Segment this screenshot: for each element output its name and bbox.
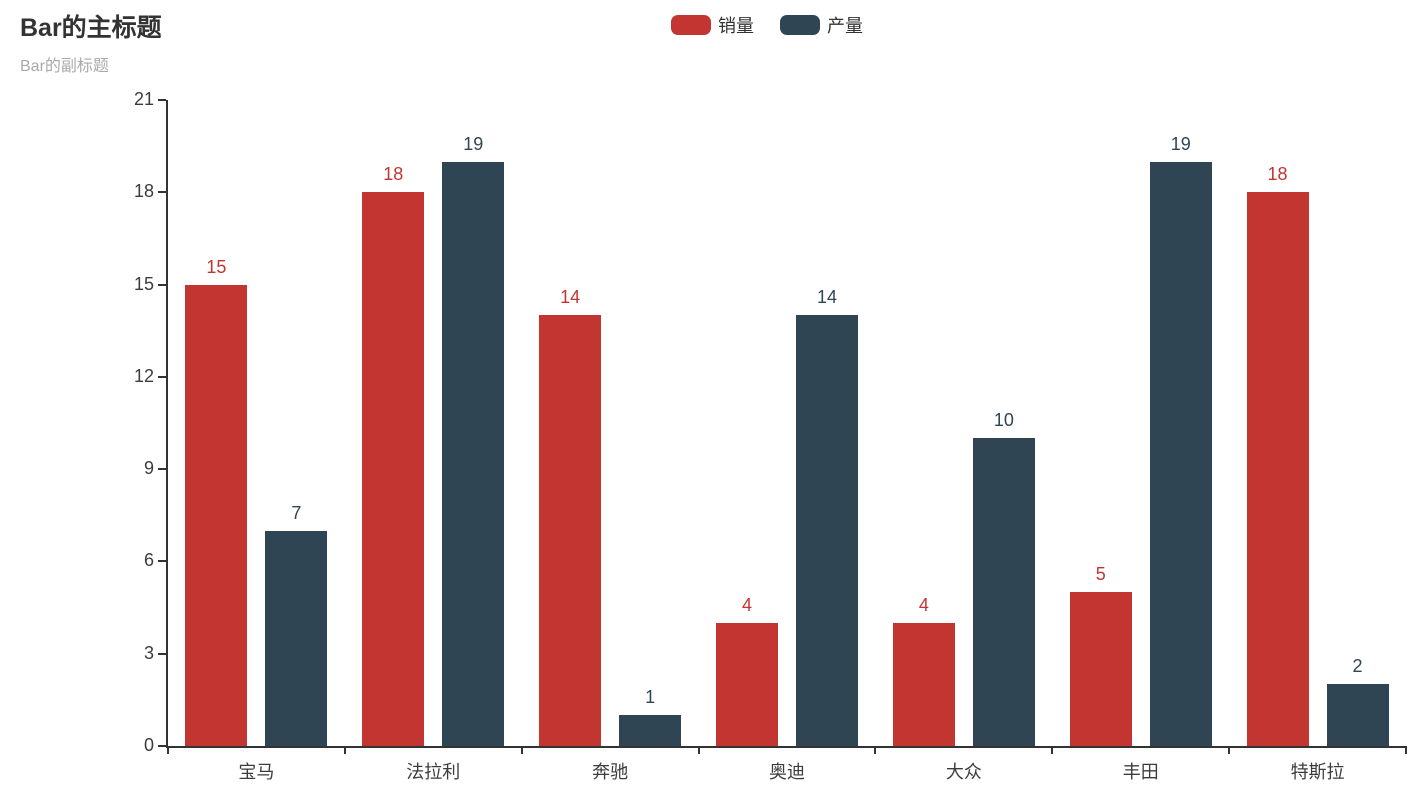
bar-产量-大众[interactable] bbox=[972, 438, 1035, 746]
bar-销量-大众[interactable] bbox=[892, 623, 955, 746]
x-axis-tick bbox=[697, 746, 700, 754]
y-axis-tick bbox=[158, 652, 166, 655]
x-axis-tick bbox=[1051, 746, 1054, 754]
bar-销量-丰田[interactable] bbox=[1069, 592, 1132, 746]
bar-value-label: 2 bbox=[1352, 656, 1363, 676]
x-axis-tick bbox=[1405, 746, 1407, 754]
legend: 销量 产量 bbox=[671, 12, 863, 38]
bar-产量-奔驰[interactable] bbox=[619, 715, 682, 746]
bar-value-label: 18 bbox=[383, 164, 404, 184]
x-axis-tick bbox=[874, 746, 877, 754]
bar-产量-特斯拉[interactable] bbox=[1326, 684, 1389, 746]
bar-销量-特斯拉[interactable] bbox=[1246, 192, 1309, 746]
bar-销量-奔驰[interactable] bbox=[539, 315, 602, 746]
bar-销量-奥迪[interactable] bbox=[716, 623, 778, 746]
bar-销量-宝马[interactable] bbox=[185, 285, 248, 746]
y-axis-tick bbox=[158, 468, 166, 471]
bar-产量-丰田[interactable] bbox=[1149, 162, 1212, 746]
bar-value-label: 7 bbox=[291, 503, 302, 523]
bar-value-label: 1 bbox=[645, 687, 656, 707]
x-axis-tick bbox=[520, 746, 523, 754]
y-axis-label: 9 bbox=[143, 458, 154, 479]
y-axis-tick bbox=[158, 283, 166, 286]
bar-value-label: 19 bbox=[463, 134, 484, 154]
y-axis-tick bbox=[158, 560, 166, 563]
x-axis-tick bbox=[1228, 746, 1231, 754]
y-axis-tick bbox=[158, 191, 166, 194]
y-axis-tick bbox=[158, 745, 166, 747]
x-axis-label-1: 法拉利 bbox=[406, 762, 461, 782]
x-axis-label-2: 奔驰 bbox=[592, 762, 629, 782]
y-axis-tick bbox=[158, 375, 166, 378]
legend-marker-icon bbox=[671, 15, 711, 35]
y-axis-label: 3 bbox=[143, 642, 154, 663]
bar-产量-宝马[interactable] bbox=[265, 531, 328, 746]
x-axis-label-5: 丰田 bbox=[1122, 762, 1159, 782]
y-axis-tick bbox=[158, 99, 166, 101]
bar-产量-奥迪[interactable] bbox=[796, 315, 858, 746]
legend-label: 产量 bbox=[827, 16, 863, 36]
bar-销量-法拉利[interactable] bbox=[362, 192, 425, 746]
chart-title: Bar的主标题 bbox=[20, 14, 162, 42]
x-axis-label-4: 大众 bbox=[945, 762, 982, 782]
y-axis-label: 15 bbox=[133, 273, 154, 294]
y-axis-label: 12 bbox=[133, 365, 154, 386]
y-axis-label: 18 bbox=[133, 181, 154, 202]
bar-value-label: 19 bbox=[1170, 134, 1191, 154]
x-axis-label-6: 特斯拉 bbox=[1290, 762, 1345, 782]
y-axis-label: 21 bbox=[133, 89, 154, 109]
bar-value-label: 14 bbox=[560, 287, 581, 307]
bar-value-label: 18 bbox=[1267, 164, 1288, 184]
legend-item-0[interactable]: 销量 bbox=[671, 12, 754, 38]
x-axis-tick bbox=[167, 746, 169, 754]
chart-subtitle: Bar的副标题 bbox=[20, 58, 109, 75]
legend-marker-icon bbox=[780, 15, 820, 35]
x-axis-label-0: 宝马 bbox=[238, 762, 275, 782]
bar-value-label: 4 bbox=[741, 595, 752, 615]
bar-value-label: 4 bbox=[918, 595, 929, 615]
plot-area: 0 3 6 9 12 15 18 21 宝马 15 7 法拉利 18 19 奔驰 14 1 奥迪 4 14 大众 4 10 丰… bbox=[134, 89, 1407, 782]
bar-value-label: 10 bbox=[993, 410, 1014, 430]
y-axis-label: 6 bbox=[143, 550, 154, 571]
bar-value-label: 14 bbox=[816, 287, 838, 307]
y-axis-label: 0 bbox=[143, 735, 154, 755]
x-axis-tick bbox=[343, 746, 346, 754]
legend-label: 销量 bbox=[718, 16, 754, 36]
bar-value-label: 15 bbox=[206, 257, 227, 277]
x-axis-label-3: 奥迪 bbox=[769, 762, 805, 782]
bar-产量-法拉利[interactable] bbox=[442, 162, 505, 746]
legend-item-1[interactable]: 产量 bbox=[780, 12, 863, 38]
bar-value-label: 5 bbox=[1095, 564, 1106, 584]
